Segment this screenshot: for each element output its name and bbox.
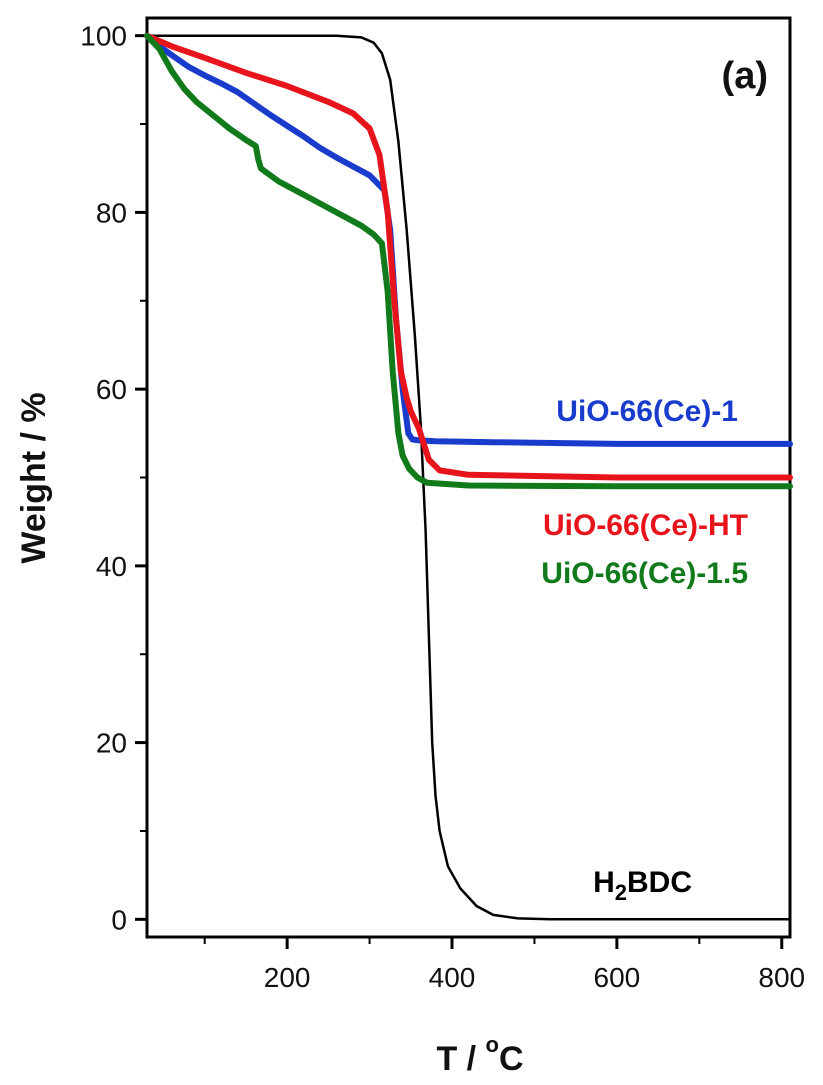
y-tick-label: 40 (96, 551, 127, 582)
series-line-uio-66-ce-1-5 (144, 32, 793, 490)
x-axis-title-main: T / (436, 1040, 485, 1078)
y-tick-label: 80 (96, 197, 127, 228)
data-lines (144, 32, 793, 921)
y-tick-label: 60 (96, 374, 127, 405)
y-axis-title: Weight / % (15, 392, 53, 563)
series-label-uio66-ce-ht: UiO-66(Ce)-HT (543, 509, 748, 542)
y-tick-label: 20 (96, 728, 127, 759)
h2bdc-label-main: H (593, 866, 615, 899)
h2bdc-label-tail: BDC (627, 866, 692, 899)
x-tick-label: 600 (594, 962, 641, 993)
h2bdc-label-sub: 2 (615, 880, 627, 905)
series-label-uio66-ce-1: UiO-66(Ce)-1 (556, 395, 738, 428)
series-line-h2bdc (145, 34, 792, 921)
x-tick-label: 400 (429, 962, 476, 993)
x-axis-title: T / oC (436, 1032, 523, 1078)
series-line-uio-66-ce-ht (144, 32, 793, 481)
series-label-h2bdc: H2BDC (593, 866, 692, 905)
x-axis-title-sup: o (486, 1032, 499, 1057)
x-tick-label: 200 (264, 962, 311, 993)
y-axis-ticks: 0 20 40 60 80 100 (80, 21, 147, 935)
y-tick-label: 0 (111, 904, 127, 935)
x-axis-ticks: 200 400 600 800 (203, 937, 805, 993)
series-line-uio-66-ce-1 (144, 32, 793, 447)
x-axis-title-tail: C (499, 1040, 524, 1078)
series-label-uio66-ce-1-5: UiO-66(Ce)-1.5 (541, 557, 748, 590)
panel-label: (a) (722, 55, 768, 97)
x-tick-label: 800 (758, 962, 805, 993)
y-tick-label: 100 (80, 21, 127, 52)
